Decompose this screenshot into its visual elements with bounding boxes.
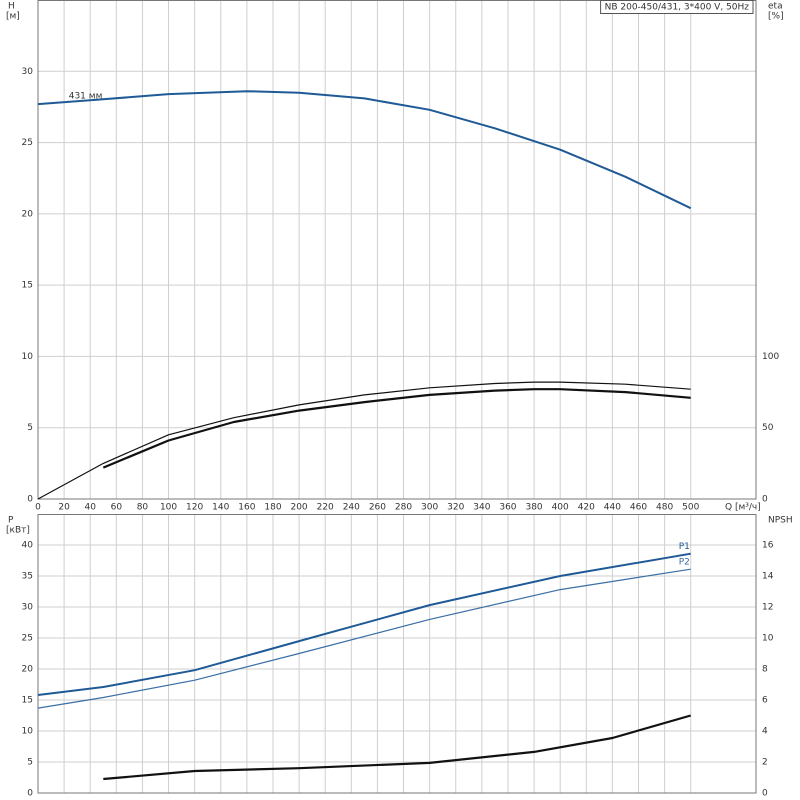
x-tick-label: 200 — [290, 503, 307, 513]
y2-tick-label: 8 — [762, 665, 768, 675]
title-box — [600, 0, 754, 14]
x-tick-label: 140 — [212, 503, 229, 513]
curve-label: P1 — [679, 542, 690, 552]
y2-tick-label: 10 — [762, 634, 774, 644]
x-tick-label: 460 — [630, 503, 647, 513]
y-tick-label: 40 — [22, 541, 34, 551]
y2-tick-label: 2 — [762, 758, 768, 768]
chart-title: NB 200-450/431, 3*400 V, 50Hz — [605, 3, 750, 13]
y-axis-label: P — [8, 516, 14, 526]
y-axis-unit: [м] — [6, 12, 20, 22]
y-axis-label: H — [8, 2, 15, 12]
y2-tick-label: 16 — [762, 541, 774, 551]
y2-tick-label: 6 — [762, 696, 768, 706]
y2-tick-label: 4 — [762, 727, 768, 737]
x-tick-label: 0 — [35, 503, 41, 513]
y-tick-label: 25 — [22, 634, 33, 644]
y2-axis-label: NPSH — [768, 516, 793, 526]
x-tick-label: 260 — [369, 503, 386, 513]
x-tick-label: 60 — [111, 503, 123, 513]
y-tick-label: 5 — [27, 423, 33, 433]
y2-tick-label: 14 — [762, 572, 774, 582]
y2-axis-unit: [%] — [768, 12, 784, 22]
x-tick-label: 160 — [238, 503, 255, 513]
x-tick-label: 320 — [447, 503, 464, 513]
y-tick-label: 0 — [27, 789, 33, 799]
curve — [37, 552, 691, 696]
x-tick-label: 240 — [343, 503, 360, 513]
x-tick-label: 80 — [137, 503, 149, 513]
x-tick-label: 400 — [552, 503, 569, 513]
curve-label: P2 — [679, 558, 690, 568]
y-tick-label: 5 — [27, 758, 33, 768]
x-tick-label: 300 — [421, 503, 438, 513]
x-tick-label: 100 — [160, 503, 177, 513]
x-tick-label: 20 — [58, 503, 70, 513]
y-axis-unit: [кВт] — [6, 526, 30, 536]
curve — [37, 90, 692, 210]
y2-axis-label: eta — [768, 2, 783, 12]
x-tick-label: 380 — [525, 503, 542, 513]
y-tick-label: 10 — [22, 352, 34, 362]
curve-annotation: 431 мм — [69, 91, 103, 101]
y2-tick-label: 100 — [762, 352, 779, 362]
y-tick-label: 20 — [22, 665, 34, 675]
curve — [102, 388, 691, 469]
curve — [37, 568, 691, 709]
curve — [37, 381, 691, 500]
x-tick-label: 180 — [264, 503, 281, 513]
x-tick-label: 500 — [682, 503, 699, 513]
plot-frame — [37, 514, 757, 794]
plot-frame — [37, 0, 757, 500]
x-tick-label: 280 — [395, 503, 412, 513]
y2-tick-label: 12 — [762, 603, 773, 613]
y-tick-label: 30 — [22, 67, 34, 77]
y2-tick-label: 50 — [762, 423, 774, 433]
y-tick-label: 35 — [22, 572, 33, 582]
curve — [103, 714, 692, 781]
y2-tick-label: 0 — [762, 495, 768, 505]
x-tick-label: 360 — [499, 503, 516, 513]
y-tick-label: 25 — [22, 138, 33, 148]
x-tick-label: 120 — [186, 503, 203, 513]
y2-tick-label: 0 — [762, 789, 768, 799]
y-tick-label: 15 — [22, 696, 33, 706]
x-tick-label: 220 — [317, 503, 334, 513]
x-axis-label: Q [м³/ч] — [725, 503, 761, 513]
x-tick-label: 480 — [656, 503, 673, 513]
x-tick-label: 340 — [473, 503, 490, 513]
x-tick-label: 40 — [84, 503, 96, 513]
y-tick-label: 0 — [27, 495, 33, 505]
y-tick-label: 15 — [22, 281, 33, 291]
y-tick-label: 20 — [22, 209, 34, 219]
x-tick-label: 420 — [578, 503, 595, 513]
x-tick-label: 440 — [604, 503, 621, 513]
y-tick-label: 30 — [22, 603, 34, 613]
y-tick-label: 10 — [22, 727, 34, 737]
